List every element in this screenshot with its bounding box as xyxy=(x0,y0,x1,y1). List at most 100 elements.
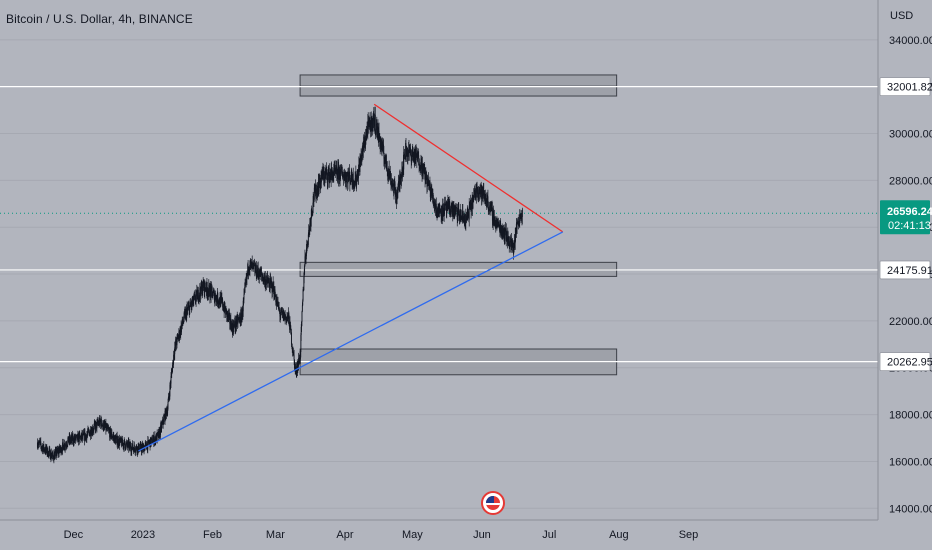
candle-body xyxy=(139,448,141,449)
candle-body xyxy=(508,239,509,241)
candle-body xyxy=(46,452,48,454)
symbol-title[interactable]: Bitcoin / U.S. Dollar, 4h, BINANCE xyxy=(6,12,193,26)
candle-body xyxy=(163,418,164,425)
candle-body xyxy=(231,322,233,331)
candle-body xyxy=(294,359,295,369)
candle-body xyxy=(233,324,235,332)
candle-body xyxy=(245,283,246,285)
candle-body xyxy=(420,169,422,170)
candle-body xyxy=(152,439,154,443)
candle-body xyxy=(468,213,469,215)
candle-body xyxy=(124,444,126,449)
candle-body xyxy=(491,205,493,209)
time-tick-label: Feb xyxy=(203,529,222,541)
candle-body xyxy=(153,436,155,445)
candle-body xyxy=(462,211,464,215)
candle-body xyxy=(207,291,209,296)
candle-body xyxy=(303,274,305,278)
candle-body xyxy=(209,285,210,297)
candle-body xyxy=(114,435,116,443)
candle-body xyxy=(104,422,106,426)
candle-body xyxy=(214,297,216,302)
candle-body xyxy=(182,322,184,324)
levels-layer xyxy=(0,86,878,363)
candle-body xyxy=(289,322,291,326)
candle-body xyxy=(285,315,286,318)
candle-body xyxy=(343,173,345,175)
time-axis[interactable]: Dec 2023 Feb Mar Apr May Jun Jul Aug Sep xyxy=(0,519,932,550)
candle-body xyxy=(510,240,512,246)
candle-body xyxy=(315,184,317,199)
candle-body xyxy=(469,203,471,206)
candle-body xyxy=(63,449,65,451)
candle-body xyxy=(123,440,125,449)
candle-body xyxy=(336,167,338,176)
candle-body xyxy=(473,193,475,195)
candle-body xyxy=(397,183,399,193)
candle-body xyxy=(93,426,95,431)
price-tick-label: 34000.00 xyxy=(889,35,932,47)
candle-body xyxy=(322,169,324,180)
candle-body xyxy=(249,261,251,270)
candle-body xyxy=(357,178,359,180)
candle-body xyxy=(496,224,498,228)
candle-body xyxy=(182,319,184,324)
candle-body xyxy=(138,443,140,452)
candle-body xyxy=(229,314,231,324)
candle-body xyxy=(243,299,245,301)
candle-body xyxy=(54,453,56,459)
candle-body xyxy=(256,276,258,278)
economic-event-flag-icon[interactable] xyxy=(481,491,505,515)
candle-body xyxy=(384,161,386,164)
candle-body xyxy=(511,247,513,248)
candle-body xyxy=(167,402,169,409)
time-tick-label: Jun xyxy=(473,529,491,541)
current-price-tag xyxy=(880,200,930,235)
candle-body xyxy=(109,428,111,430)
candle-body xyxy=(82,433,84,438)
candle-body xyxy=(119,440,121,446)
candle-body xyxy=(477,189,479,195)
candle-body xyxy=(478,192,480,195)
candle-body xyxy=(433,201,435,203)
candle-body xyxy=(212,295,214,298)
candle-body xyxy=(150,440,152,445)
candle-body xyxy=(75,435,77,436)
candle-body xyxy=(364,138,366,147)
candle-body xyxy=(97,420,99,424)
candle-body xyxy=(244,287,246,292)
resistance-trendline xyxy=(373,103,564,233)
candle-body xyxy=(326,173,328,182)
candle-body xyxy=(87,429,89,431)
candle-body xyxy=(139,448,141,451)
candle-body xyxy=(519,214,521,224)
candle-body xyxy=(305,256,307,260)
candle-body xyxy=(344,175,346,183)
candle-body xyxy=(194,294,196,297)
candle-body xyxy=(349,171,350,176)
candle-body xyxy=(201,290,203,295)
candle-body xyxy=(86,434,88,435)
candle-body xyxy=(124,440,126,445)
candle-body xyxy=(50,452,52,458)
candle-body xyxy=(165,408,167,420)
candle-body xyxy=(303,277,305,290)
candle-body xyxy=(54,450,56,454)
candle-body xyxy=(196,290,197,297)
candle-body xyxy=(47,448,49,456)
candle-body xyxy=(261,276,263,278)
candle-body xyxy=(324,172,326,181)
time-tick-label: Mar xyxy=(266,529,285,541)
candle-body xyxy=(134,448,136,452)
candle-body xyxy=(356,175,358,182)
candle-body xyxy=(233,324,235,326)
candle-body xyxy=(327,172,329,183)
candle-body xyxy=(200,283,202,297)
candle-body xyxy=(243,294,245,300)
candle-body xyxy=(246,273,248,279)
candle-body xyxy=(44,448,45,452)
candle-body xyxy=(361,155,363,162)
candle-body xyxy=(238,318,240,319)
candle-body xyxy=(263,274,265,282)
